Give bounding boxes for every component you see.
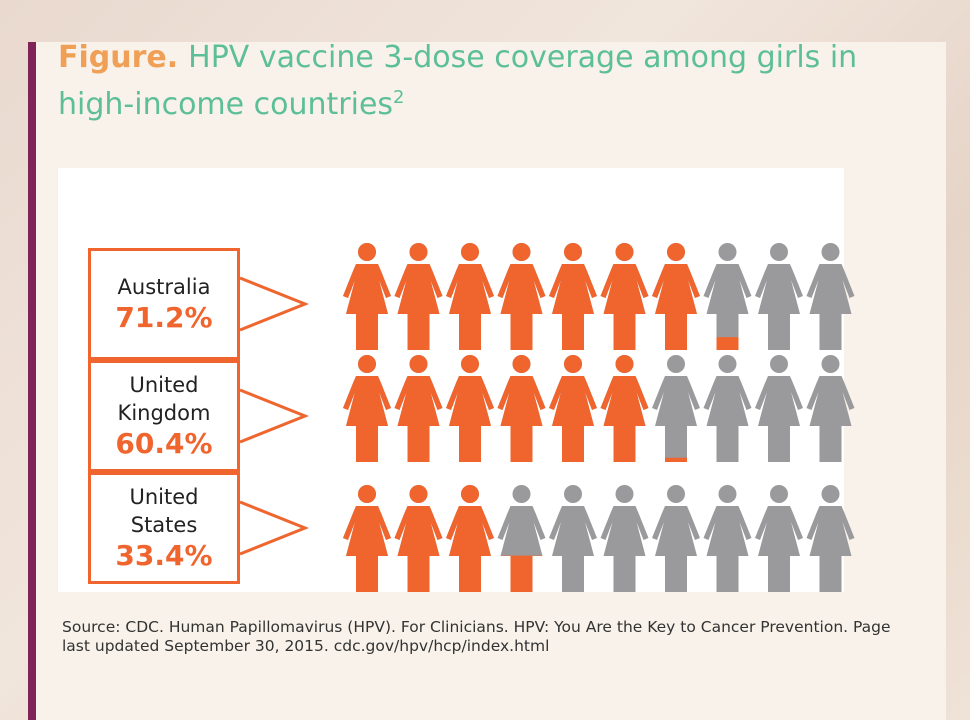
figure-title-text: HPV vaccine 3-dose coverage among girls …: [58, 40, 858, 122]
person-icon: [652, 243, 700, 350]
coverage-percent: 71.2%: [115, 301, 213, 334]
person-icon: [755, 355, 803, 462]
person-icon: [497, 243, 546, 350]
country-name-line: Kingdom: [117, 401, 211, 425]
person-icon: [343, 243, 391, 350]
country-name-line: United: [129, 373, 199, 397]
label-pointer: [239, 500, 310, 556]
figure-title: Figure. HPV vaccine 3-dose coverage among…: [58, 38, 878, 125]
person-icon: [394, 355, 443, 462]
person-icon: [806, 485, 855, 592]
coverage-percent: 60.4%: [115, 427, 213, 460]
person-icon: [703, 485, 752, 592]
person-icon: [755, 243, 803, 350]
country-name-line: States: [130, 513, 198, 537]
person-icon: [652, 485, 700, 592]
person-icon: [394, 485, 443, 592]
country-label-box: United States 33.4%: [88, 472, 240, 584]
person-icon: [446, 485, 494, 592]
person-icon: [549, 243, 597, 350]
person-icon: [652, 355, 700, 462]
coverage-percent: 33.4%: [115, 539, 213, 572]
country-label-box: United Kingdom 60.4%: [88, 360, 240, 472]
country-name-line: United: [129, 485, 199, 509]
person-icon: [343, 485, 391, 592]
person-icon: [806, 243, 855, 350]
figure-label: Figure.: [58, 40, 179, 75]
person-icon: [549, 485, 597, 592]
source-citation: Source: CDC. Human Papillomavirus (HPV).…: [62, 618, 891, 655]
person-icon: [600, 243, 649, 350]
country-name-line: Australia: [117, 275, 211, 299]
person-icon: [600, 355, 649, 462]
person-icon: [394, 243, 443, 350]
label-pointer: [239, 388, 310, 444]
person-icon: [497, 485, 546, 592]
person-icon: [497, 355, 546, 462]
person-icon: [703, 243, 752, 350]
person-icon: [600, 485, 649, 592]
person-icon: [446, 243, 494, 350]
footnote-marker: 2: [393, 87, 405, 108]
person-icon: [806, 355, 855, 462]
person-icon: [703, 355, 752, 462]
accent-bar: [28, 42, 36, 720]
country-label-box: Australia 71.2%: [88, 248, 240, 360]
person-icon: [755, 485, 803, 592]
person-icon: [446, 355, 494, 462]
label-pointer: [239, 276, 310, 332]
person-icon: [343, 355, 391, 462]
person-icon: [549, 355, 597, 462]
